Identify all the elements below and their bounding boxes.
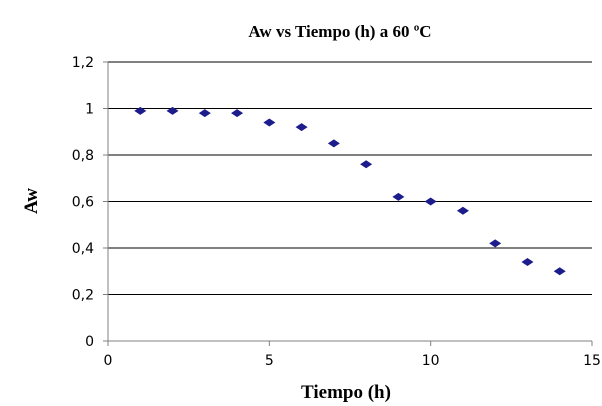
data-point xyxy=(392,192,405,201)
data-point xyxy=(134,106,147,115)
data-point xyxy=(521,257,534,266)
data-point xyxy=(327,139,340,148)
y-tick-label: 0,2 xyxy=(72,288,94,304)
x-tick-label: 5 xyxy=(265,353,274,369)
data-point xyxy=(489,239,502,248)
x-axis-ticks: 0 5 10 15 xyxy=(104,341,601,369)
y-tick-label: 0,8 xyxy=(72,148,94,164)
data-point xyxy=(456,206,469,215)
x-tick-label: 15 xyxy=(583,353,601,369)
y-tick-label: 1 xyxy=(85,102,94,118)
y-tick-label: 1,2 xyxy=(72,55,94,71)
y-axis-title: Aw xyxy=(21,188,42,214)
data-point xyxy=(231,109,244,118)
data-point xyxy=(295,123,308,132)
chart-title: Aw vs Tiempo (h) a 60 ºC xyxy=(248,22,431,41)
data-point xyxy=(360,160,373,169)
data-points xyxy=(134,106,566,276)
x-tick-label: 0 xyxy=(104,353,113,369)
y-tick-label: 0 xyxy=(85,334,94,350)
x-axis-title: Tiempo (h) xyxy=(301,382,391,403)
y-axis-ticks: 0 0,2 0,4 0,6 0,8 1 1,2 xyxy=(72,55,108,350)
data-point xyxy=(166,106,179,115)
gridlines xyxy=(108,61,592,295)
data-point xyxy=(553,267,566,276)
data-point xyxy=(198,109,211,118)
x-tick-label: 10 xyxy=(422,353,440,369)
y-tick-label: 0,6 xyxy=(72,195,94,211)
data-point xyxy=(424,197,437,206)
data-point xyxy=(263,118,276,127)
y-tick-label: 0,4 xyxy=(72,241,94,257)
